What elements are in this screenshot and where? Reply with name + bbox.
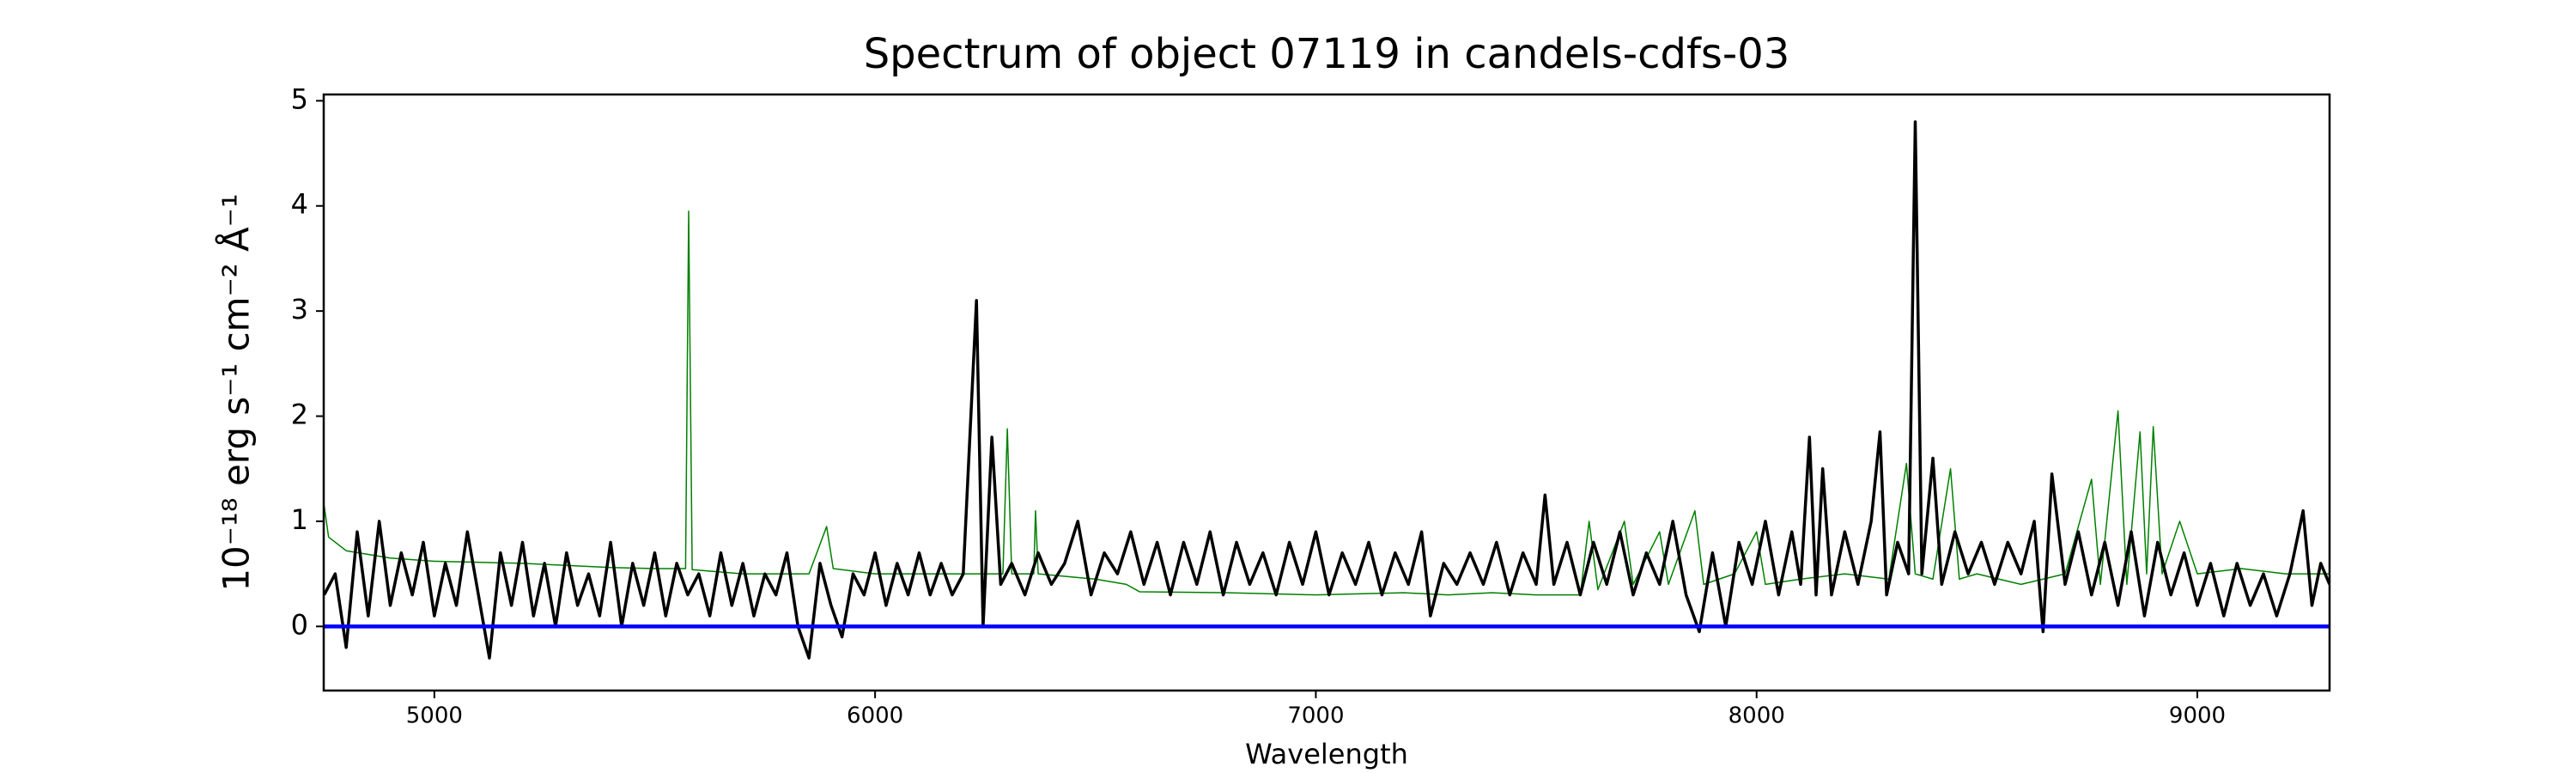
axes-frame [322,93,2331,692]
x-tick-label: 7000 [1287,703,1344,729]
x-axis-label: Wavelength [1245,738,1408,770]
y-tick-label: 3 [291,293,308,326]
y-tick-label: 0 [291,608,308,641]
x-tick-label: 6000 [847,703,903,729]
spectrum-line [324,210,2330,596]
y-tick-label: 1 [291,503,308,536]
x-tick-label: 9000 [2169,703,2226,729]
y-tick-label: 2 [291,399,308,431]
x-tick-label: 5000 [406,703,463,729]
plot-area [324,120,2330,660]
chart-title: Spectrum of object 07119 in candels-cdfs… [864,30,1790,78]
x-tick-label: 8000 [1728,703,1785,729]
y-tick-label: 5 [291,82,308,115]
y-tick-label: 4 [291,188,308,221]
spectrum-line [324,120,2330,660]
y-axis-label: 10⁻¹⁸ erg s⁻¹ cm⁻² Å⁻¹ [215,193,258,591]
